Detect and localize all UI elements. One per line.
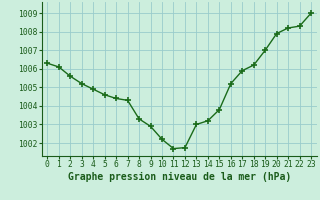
X-axis label: Graphe pression niveau de la mer (hPa): Graphe pression niveau de la mer (hPa) bbox=[68, 172, 291, 182]
